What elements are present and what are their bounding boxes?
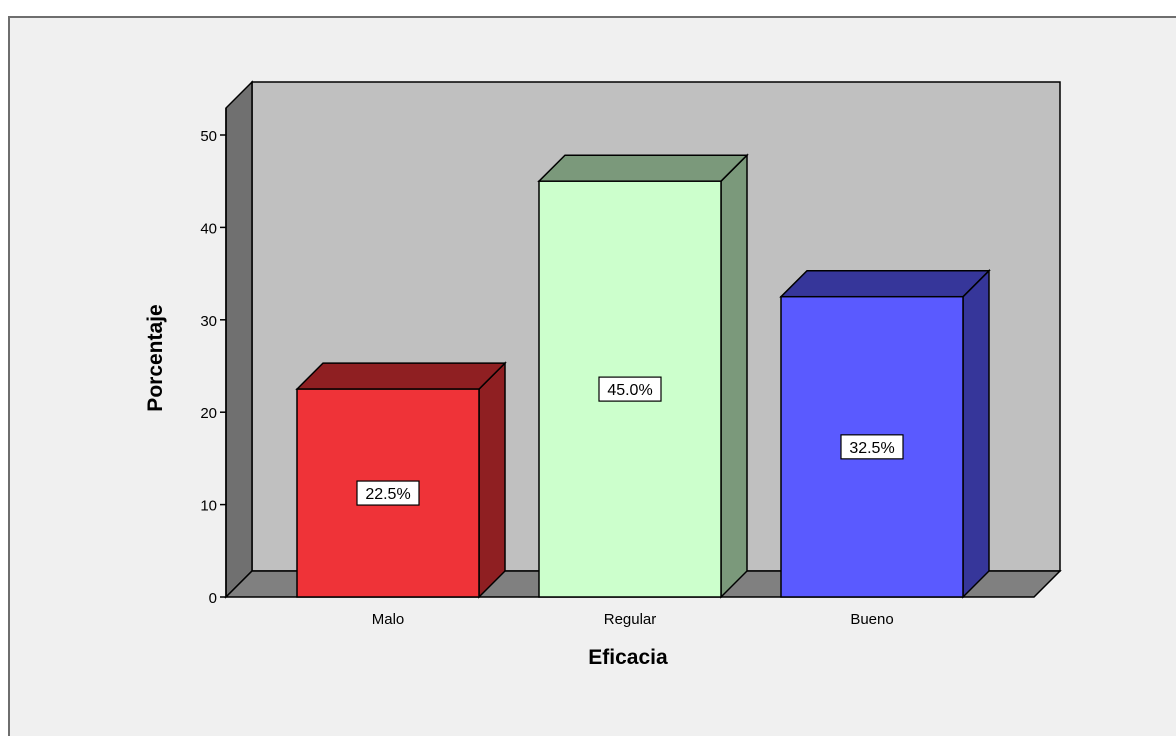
bar-regular: 45.0% [537, 153, 749, 599]
bar-top [779, 269, 991, 298]
data-label-box [598, 376, 662, 402]
bars: 22.5% 45.0% 32.5% [295, 153, 991, 599]
bar-side [720, 153, 748, 599]
x-axis: Malo Regular Bueno [372, 611, 894, 628]
y-tick-label: 0 [209, 590, 217, 607]
data-label: 22.5% [365, 486, 410, 503]
data-label-box [840, 434, 904, 460]
data-label: 32.5% [849, 440, 894, 457]
data-label-box [356, 480, 420, 506]
y-tick-label: 10 [200, 498, 217, 515]
y-axis: 0 10 20 30 40 50 [200, 108, 227, 607]
x-tick-label: Bueno [850, 611, 893, 628]
bar-bueno: 32.5% [779, 268, 991, 599]
side-wall [225, 80, 253, 599]
bar-side [962, 268, 990, 599]
data-label: 45.0% [607, 382, 652, 399]
y-tick-label: 50 [200, 128, 217, 145]
x-tick-label: Regular [604, 611, 657, 628]
y-tick-label: 20 [200, 405, 217, 422]
bar-top [295, 362, 507, 390]
y-tick-label: 30 [200, 313, 217, 330]
y-axis-title: Porcentaje [144, 304, 167, 411]
bar-side [478, 361, 506, 599]
bar-top [537, 154, 749, 182]
y-tick-label: 40 [200, 220, 217, 237]
bar-malo: 22.5% [295, 361, 507, 599]
x-tick-label: Malo [372, 611, 405, 628]
x-axis-title: Eficacia [588, 646, 668, 669]
